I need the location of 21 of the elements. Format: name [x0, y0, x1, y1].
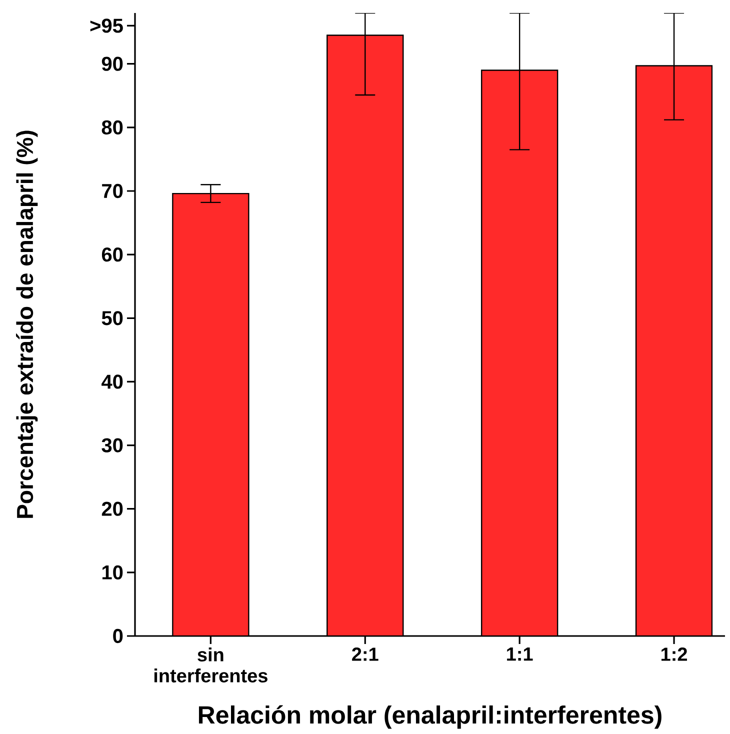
y-tick-label: >95: [90, 18, 123, 33]
bar: [635, 65, 713, 636]
x-axis-title: Relación molar (enalapril:interferentes): [198, 705, 662, 729]
y-tick-label: 60: [102, 247, 123, 262]
x-tick-label: 1:2: [661, 648, 687, 661]
bar: [172, 192, 250, 636]
y-tick-label: 80: [102, 120, 123, 134]
y-tick-label: 50: [102, 311, 123, 326]
x-tick-label: 2:1: [352, 648, 378, 661]
y-tick-label: 30: [102, 438, 123, 452]
y-tick-label: 10: [102, 565, 123, 580]
y-tick-label: 70: [102, 184, 123, 198]
x-tick-label: 1:1: [507, 648, 533, 661]
bar: [326, 34, 404, 636]
x-tick-label: sin interferentes: [154, 648, 268, 682]
y-tick-label: 40: [102, 374, 123, 389]
bar: [480, 70, 558, 636]
y-axis-title: Porcentaje extraído de enalapril (%): [16, 130, 38, 518]
y-tick-label: 0: [113, 628, 123, 644]
y-tick-label: 20: [102, 502, 123, 516]
y-tick-label: 90: [102, 56, 123, 71]
